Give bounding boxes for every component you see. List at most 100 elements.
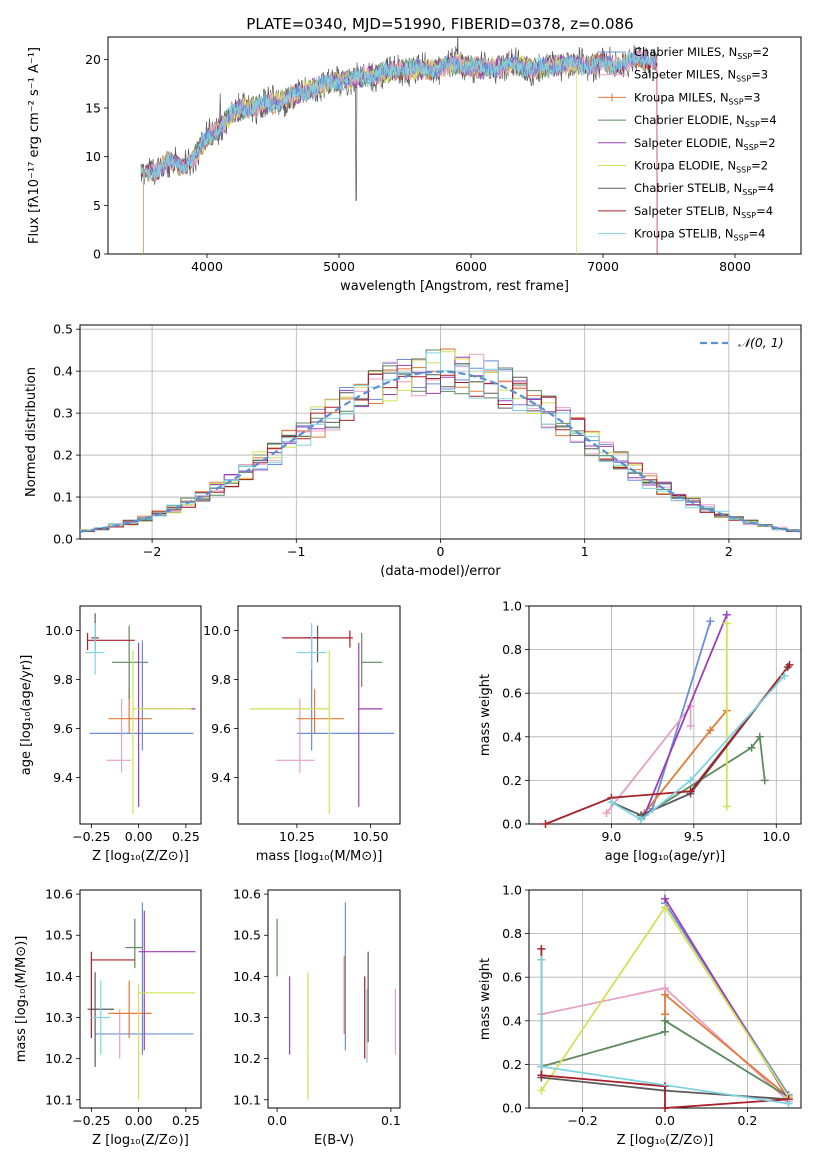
mass-vs-z-ytick-label: 10.4 [45, 969, 73, 984]
mass-vs-z-ytick-label: 10.3 [45, 1010, 73, 1025]
weight-vs-z-ytick-label: 0.2 [502, 1057, 522, 1072]
weight-vs-z-marker-salpeter_stelib [537, 1071, 546, 1080]
weight-vs-z-ytick-label: 0.6 [502, 970, 522, 985]
spectrum-series-kroupa_miles [143, 51, 658, 254]
weight-vs-age-line-chabrier_stelib [611, 666, 789, 817]
spectrum-ytick-label: 5 [93, 198, 101, 213]
spectrum-ytick-label: 10 [85, 149, 101, 164]
weight-vs-age-ytick-label: 0.2 [502, 773, 522, 788]
legend-label-sub: SSP [742, 188, 757, 197]
residuals-xtick-label: −2 [143, 544, 161, 559]
age-vs-z-point-kroupa_stelib [85, 623, 105, 675]
age-vs-mass-point-salpeter_elodie [358, 642, 383, 807]
weight-vs-z-ytick-label: 0.0 [502, 1101, 522, 1116]
legend-label-tail: =4 [749, 227, 766, 241]
weight-vs-age-ytick-label: 0.6 [502, 686, 522, 701]
weight-vs-age-marker-salpeter_stelib [785, 660, 794, 669]
weight-vs-z-axes: −0.2 0.0 0.2 0.0 0.2 0.4 0.6 0.8 1.0 Z [log₁₀(Z/Z… [478, 883, 802, 1148]
weight-vs-age-marker-salpeter_stelib [541, 820, 550, 828]
legend-label-main: Kroupa ELODIE, N [634, 159, 736, 173]
legend-label-main: Chabrier MILES, N [634, 45, 737, 59]
legend-label-main: Kroupa STELIB, N [634, 227, 734, 241]
weight-vs-z-xtick-label: −0.2 [567, 1113, 597, 1128]
age-vs-mass-ytick-label: 9.6 [211, 721, 231, 736]
age-vs-z-frame [79, 605, 202, 825]
legend-label-sub: SSP [737, 52, 752, 61]
weight-vs-age-xtick-label: 10.0 [762, 829, 790, 844]
weight-vs-age-ylabel: mass weight [478, 674, 493, 756]
legend-label-main: Salpeter MILES, N [634, 68, 736, 82]
legend-label-tail: =3 [744, 90, 761, 104]
residuals-ytick-label: 0.3 [53, 406, 73, 421]
weight-vs-z-xlabel: Z [log₁₀(Z/Z⊙)] [617, 1133, 714, 1148]
spectrum-series-chabrier_stelib [140, 37, 657, 201]
mass-vs-z-xlabel: Z [log₁₀(Z/Z⊙)] [92, 1133, 189, 1148]
legend-label-main: Chabrier STELIB, N [634, 181, 742, 195]
mass-vs-ebv-ytick-label: 10.3 [233, 1010, 261, 1025]
age-vs-mass-point-kroupa_miles [296, 689, 345, 734]
weight-vs-age-marker-kroupa_elodie [722, 619, 731, 628]
weight-vs-age-axes: 9.0 9.5 10.0 0.0 0.2 0.4 0.6 0.8 1.0 age [log₁₀(a… [478, 599, 802, 864]
legend-label-tail: =2 [752, 45, 769, 59]
figure-title: PLATE=0340, MJD=51990, FIBERID=0378, z=0… [246, 15, 633, 33]
spectrum-ytick-label: 15 [85, 101, 101, 116]
weight-vs-age-marker-salpeter_elodie [722, 610, 731, 619]
age-vs-z-ytick-label: 9.6 [53, 721, 73, 736]
weight-vs-age-marker-kroupa_stelib [686, 776, 695, 785]
weight-vs-age-marker-salpeter_stelib [686, 787, 695, 796]
mass-vs-ebv-xtick-label: 0.0 [267, 1113, 287, 1128]
weight-vs-age-marker-chabrier_elodie [755, 732, 764, 741]
legend-label-salpeter_miles: Salpeter MILES, NSSP=3 [634, 68, 768, 84]
weight-vs-age-marker-salpeter_miles [602, 809, 611, 818]
histogram-chabrier_stelib [80, 358, 801, 532]
weight-vs-z-ytick-label: 0.8 [502, 926, 522, 941]
legend-label-main: Salpeter STELIB, N [634, 204, 741, 218]
mass-vs-z-point-kroupa_elodie [138, 984, 196, 1100]
age-vs-mass-point-kroupa_elodie [249, 650, 330, 815]
legend-label-chabrier_miles: Chabrier MILES, NSSP=2 [634, 45, 769, 61]
residuals-ytick-label: 0.1 [53, 490, 73, 505]
weight-vs-z-marker-kroupa_miles [661, 990, 669, 999]
weight-vs-age-ytick-label: 0.0 [502, 817, 522, 832]
weight-vs-z-series [537, 894, 793, 1112]
weight-vs-z-ylabel: mass weight [478, 958, 493, 1040]
legend-label-sub: SSP [741, 211, 756, 220]
weight-vs-z-marker-salpeter_stelib [661, 1104, 669, 1112]
weight-vs-age-line-kroupa_stelib [610, 675, 786, 821]
age-vs-mass-point-kroupa_stelib [296, 623, 327, 670]
legend-label-salpeter_elodie: Salpeter ELODIE, NSSP=2 [634, 136, 776, 152]
legend-label-tail: =3 [751, 68, 768, 82]
mass-vs-z-xtick-label: −0.25 [72, 1113, 110, 1128]
age-vs-z-point-chabrier_miles [89, 640, 194, 751]
weight-vs-z-ytick-label: 0.4 [502, 1013, 522, 1028]
weight-vs-age-series [541, 610, 794, 828]
mass-vs-z-axes: −0.25 0.00 0.25 10.1 10.2 10.3 10.4 10.5 10.6 Z [… [14, 887, 202, 1148]
weight-vs-age-ytick-label: 0.8 [502, 642, 522, 657]
spectrum-xtick-label: 4000 [191, 259, 223, 274]
gaussian-legend-label: 𝒩(0, 1) [738, 335, 784, 350]
age-vs-z-xlabel: Z [log₁₀(Z/Z⊙)] [92, 849, 189, 864]
weight-vs-z-xtick-label: 0.2 [737, 1113, 757, 1128]
legend-label-sub: SSP [744, 143, 759, 152]
spectrum-xlabel: wavelength [Angstrom, rest frame] [340, 279, 569, 294]
mass-vs-z-point-chabrier_elodie [125, 918, 143, 969]
age-vs-mass-ytick-label: 9.8 [211, 672, 231, 687]
legend-label-kroupa_elodie: Kroupa ELODIE, NSSP=2 [634, 159, 768, 175]
spectrum-series-kroupa_elodie [193, 54, 577, 254]
age-vs-z-axes: −0.25 0.00 0.25 9.4 9.6 9.8 10.0 Z [log₁₀(Z/Z⊙)… [19, 605, 202, 864]
spectrum-xtick-label: 8000 [719, 259, 751, 274]
residuals-ytick-label: 0.5 [53, 322, 73, 337]
weight-vs-z-xtick-label: 0.0 [655, 1113, 675, 1128]
legend-label-kroupa_stelib: Kroupa STELIB, NSSP=4 [634, 227, 765, 243]
spectrum-xtick-label: 5000 [323, 259, 355, 274]
legend-label-kroupa_miles: Kroupa MILES, NSSP=3 [634, 90, 760, 106]
residuals-xtick-label: 0 [437, 544, 445, 559]
legend-label-sub: SSP [736, 166, 751, 175]
legend-label-tail: =2 [759, 136, 776, 150]
age-vs-mass-point-chabrier_stelib [305, 625, 321, 663]
weight-vs-z-ytick-label: 1.0 [502, 883, 522, 898]
weight-vs-z-marker-kroupa_stelib [784, 1099, 793, 1108]
weight-vs-age-marker-kroupa_miles [706, 726, 715, 735]
spectrum-xtick-label: 6000 [455, 259, 487, 274]
